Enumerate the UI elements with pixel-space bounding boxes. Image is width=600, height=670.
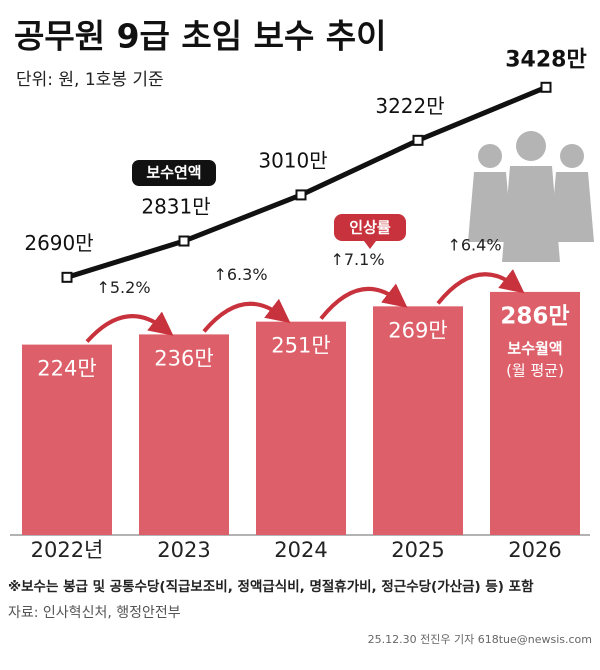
rate-arrow: [319, 283, 408, 320]
bar-value-label: 269만: [388, 318, 447, 342]
source: 자료: 인사혁신처, 행정안전부: [8, 605, 181, 621]
x-tick-label: 2023: [157, 538, 210, 562]
x-tick-label: 2024: [274, 538, 327, 562]
line-value-label: 3222만: [375, 94, 444, 118]
line-value-label: 3010만: [258, 148, 327, 172]
line-marker: [540, 81, 552, 93]
legend-note: (월 평균): [506, 361, 564, 379]
rate-label: ↑6.4%: [447, 235, 501, 254]
bar: [139, 334, 229, 535]
bar: [22, 344, 112, 535]
x-tick-label: 2026: [508, 538, 561, 562]
legend-label: 보수월액: [507, 339, 562, 357]
line-marker: [295, 189, 307, 201]
people-icon: [468, 131, 594, 262]
bar: [256, 321, 346, 535]
x-tick-label: 2022년: [31, 538, 104, 562]
rate-label: ↑7.1%: [330, 250, 384, 269]
bar-value-label: 251만: [271, 334, 330, 358]
rate-arrow: [202, 298, 291, 333]
chart-title: 공무원 9급 초임 보수 추이: [14, 17, 387, 56]
line-value-label: 2690만: [24, 231, 93, 255]
badge-pointer: [364, 241, 376, 249]
bar: [373, 306, 463, 535]
line-value-label: 2831만: [141, 195, 210, 219]
line-marker: [178, 235, 190, 247]
rate-label: ↑5.2%: [96, 278, 150, 297]
bar: [490, 291, 580, 535]
legend-label: 인상률: [349, 219, 391, 237]
rate-arrow: [85, 311, 174, 343]
rate-label: ↑6.3%: [213, 265, 267, 284]
legend-label: 보수연액: [146, 164, 201, 182]
credit: 25.12.30 전진우 기자 618tue@newsis.com: [368, 633, 592, 646]
legend-badge: [132, 160, 216, 186]
legend-badge: [334, 214, 406, 241]
bar-value-label: 224만: [37, 357, 96, 381]
chart-subtitle: 단위: 원, 1호봉 기준: [16, 70, 164, 90]
bar-value-label: 236만: [154, 346, 213, 370]
line-value-label: 3428만: [505, 47, 586, 72]
x-tick-label: 2025: [391, 538, 444, 562]
footnote: ※보수는 봉급 및 공통수당(직급보조비, 정액급식비, 명절휴가비, 정근수당…: [8, 578, 534, 595]
line-marker: [61, 271, 73, 283]
bar-value-label: 286만: [500, 303, 569, 329]
line-marker: [412, 134, 424, 146]
rate-arrow: [436, 269, 525, 305]
